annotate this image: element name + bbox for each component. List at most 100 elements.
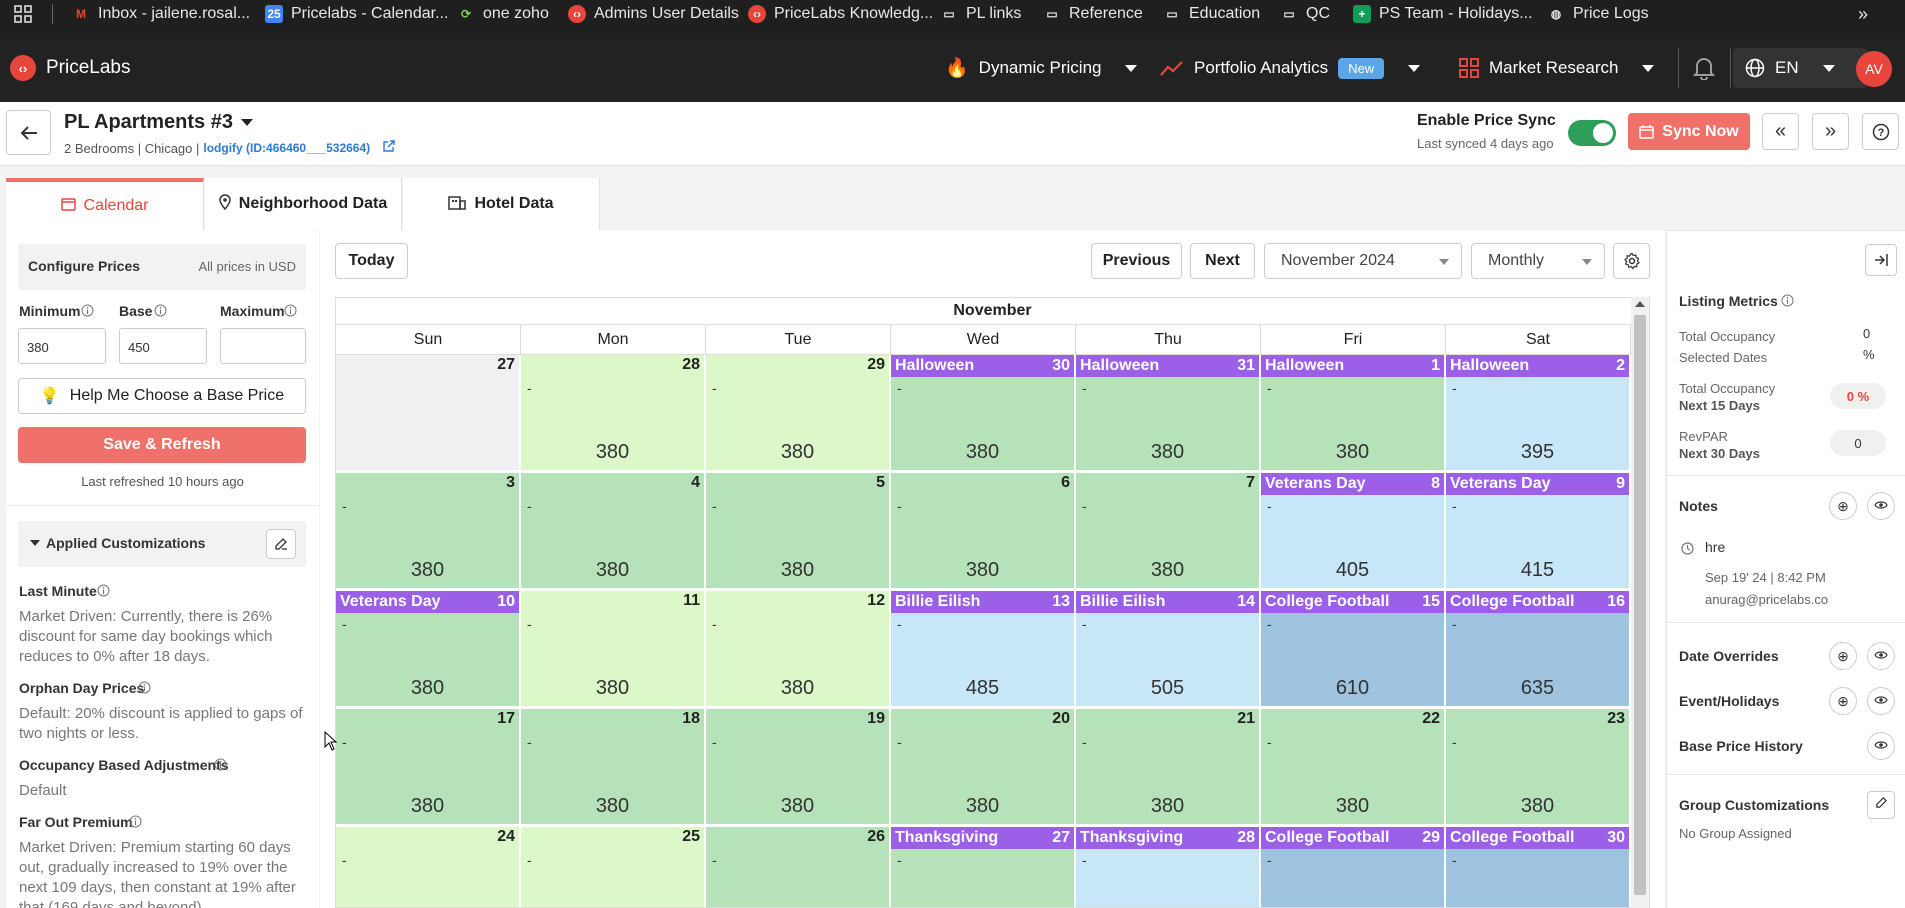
help-choose-base-price-button[interactable]: 💡 Help Me Choose a Base Price <box>18 378 306 414</box>
bookmark-item[interactable]: ▭ PL links <box>940 0 1021 28</box>
edit-customizations-button[interactable] <box>266 529 296 559</box>
calendar-day-cell[interactable]: 23 - 380 <box>1446 709 1631 826</box>
bookmark-item[interactable]: + PS Team - Holidays... <box>1353 0 1533 28</box>
bookmark-item[interactable]: 25 Pricelabs - Calendar... <box>265 0 448 28</box>
add-date-override-button[interactable]: ⊕ <box>1829 642 1857 670</box>
price-sync-toggle[interactable] <box>1568 120 1616 146</box>
view-notes-button[interactable] <box>1867 492 1895 520</box>
calendar-day-cell[interactable]: Halloween 31 - 380 <box>1076 355 1261 472</box>
event-banner[interactable]: Halloween 2 <box>1446 355 1629 377</box>
scrollbar-thumb[interactable] <box>1634 315 1646 895</box>
event-banner[interactable]: College Football 15 <box>1261 591 1444 613</box>
calendar-day-cell[interactable]: 20 - 380 <box>891 709 1076 826</box>
event-banner[interactable]: Thanksgiving 27 <box>891 827 1074 849</box>
calendar-day-cell[interactable]: 19 - 380 <box>706 709 891 826</box>
event-banner[interactable]: College Football 30 <box>1446 827 1629 849</box>
calendar-day-cell[interactable]: 17 - 380 <box>336 709 521 826</box>
base-price-input[interactable]: 450 <box>119 328 207 364</box>
calendar-settings-button[interactable] <box>1613 243 1650 279</box>
back-button[interactable] <box>6 110 51 155</box>
apps-grid-icon[interactable] <box>14 0 32 28</box>
calendar-day-cell[interactable]: 28 - 380 <box>521 355 706 472</box>
user-avatar[interactable]: AV <box>1856 51 1892 87</box>
calendar-day-cell[interactable]: 18 - 380 <box>521 709 706 826</box>
view-date-overrides-button[interactable] <box>1867 642 1895 670</box>
save-refresh-button[interactable]: Save & Refresh <box>18 427 306 463</box>
portfolio-analytics-menu[interactable]: Portfolio Analytics New <box>1160 34 1421 102</box>
sync-now-button[interactable]: Sync Now <box>1628 113 1750 150</box>
bookmark-item[interactable]: ‹› Admins User Details <box>568 0 739 28</box>
bookmark-item[interactable]: ▭ QC <box>1280 0 1330 28</box>
month-select[interactable]: November 2024 <box>1264 243 1462 279</box>
calendar-day-cell[interactable]: College Football 30 - <box>1446 827 1631 907</box>
add-note-button[interactable]: ⊕ <box>1829 492 1857 520</box>
bookmark-item[interactable]: M Inbox - jailene.rosal... <box>72 0 250 28</box>
collapse-right-button[interactable]: » <box>1812 113 1849 150</box>
calendar-day-cell[interactable]: 3 - 380 <box>336 473 521 590</box>
calendar-day-cell[interactable]: 11 - 380 <box>521 591 706 708</box>
calendar-day-cell[interactable]: 27 <box>336 355 521 472</box>
calendar-day-cell[interactable]: Veterans Day 8 - 405 <box>1261 473 1446 590</box>
edit-group-button[interactable] <box>1867 791 1895 819</box>
event-banner[interactable]: College Football 16 <box>1446 591 1629 613</box>
calendar-day-cell[interactable]: Thanksgiving 27 - <box>891 827 1076 907</box>
applied-customizations-header[interactable]: Applied Customizations <box>18 521 306 567</box>
language-selector[interactable]: EN <box>1733 48 1867 88</box>
view-select[interactable]: Monthly <box>1471 243 1605 279</box>
calendar-scrollbar[interactable] <box>1631 297 1649 908</box>
add-event-button[interactable]: ⊕ <box>1829 687 1857 715</box>
bookmark-item[interactable]: ‹› PriceLabs Knowledg... <box>748 0 933 28</box>
calendar-day-cell[interactable]: 12 - 380 <box>706 591 891 708</box>
event-banner[interactable]: Billie Eilish 13 <box>891 591 1074 613</box>
calendar-day-cell[interactable]: 24 - <box>336 827 521 907</box>
channel-link[interactable]: lodgify (ID:466460___532664) <box>203 141 371 155</box>
more-bookmarks-icon[interactable]: » <box>1858 3 1869 24</box>
view-events-button[interactable] <box>1867 687 1895 715</box>
calendar-day-cell[interactable]: 29 - 380 <box>706 355 891 472</box>
calendar-day-cell[interactable]: Thanksgiving 28 - <box>1076 827 1261 907</box>
calendar-day-cell[interactable]: Halloween 2 - 395 <box>1446 355 1631 472</box>
bookmark-item[interactable]: ⟳ one zoho <box>457 0 549 28</box>
calendar-day-cell[interactable]: Halloween 1 - 380 <box>1261 355 1446 472</box>
calendar-day-cell[interactable]: 4 - 380 <box>521 473 706 590</box>
calendar-day-cell[interactable]: College Football 16 - 635 <box>1446 591 1631 708</box>
bookmark-item[interactable]: ▭ Reference <box>1043 0 1143 28</box>
help-button[interactable]: ? <box>1862 113 1899 150</box>
event-banner[interactable]: Thanksgiving 28 <box>1076 827 1259 849</box>
view-base-price-history-button[interactable] <box>1867 732 1895 760</box>
bookmark-item[interactable]: ▭ Education <box>1163 0 1260 28</box>
event-banner[interactable]: Halloween 30 <box>891 355 1074 377</box>
previous-button[interactable]: Previous <box>1091 243 1182 279</box>
maximum-price-input[interactable] <box>220 328 306 364</box>
calendar-day-cell[interactable]: Veterans Day 10 - 380 <box>336 591 521 708</box>
tab-neighborhood-data[interactable]: Neighborhood Data <box>205 178 402 230</box>
external-link-icon[interactable] <box>382 140 395 156</box>
dynamic-pricing-menu[interactable]: 🔥 Dynamic Pricing <box>945 34 1138 102</box>
bookmark-item[interactable]: ◍ Price Logs <box>1547 0 1649 28</box>
calendar-day-cell[interactable]: 21 - 380 <box>1076 709 1261 826</box>
event-banner[interactable]: Halloween 1 <box>1261 355 1444 377</box>
calendar-day-cell[interactable]: 7 - 380 <box>1076 473 1261 590</box>
calendar-day-cell[interactable]: 5 - 380 <box>706 473 891 590</box>
event-banner[interactable]: Veterans Day 10 <box>336 591 519 613</box>
calendar-day-cell[interactable]: Billie Eilish 14 - 505 <box>1076 591 1261 708</box>
event-banner[interactable]: Veterans Day 9 <box>1446 473 1629 495</box>
event-banner[interactable]: College Football 29 <box>1261 827 1444 849</box>
calendar-day-cell[interactable]: Halloween 30 - 380 <box>891 355 1076 472</box>
listing-name-dropdown[interactable]: PL Apartments #3 <box>64 111 253 134</box>
calendar-day-cell[interactable]: College Football 29 - <box>1261 827 1446 907</box>
calendar-day-cell[interactable]: 25 - <box>521 827 706 907</box>
calendar-day-cell[interactable]: 26 - <box>706 827 891 907</box>
event-banner[interactable]: Halloween 31 <box>1076 355 1259 377</box>
collapse-left-button[interactable]: « <box>1762 113 1799 150</box>
collapse-panel-button[interactable] <box>1865 244 1897 276</box>
market-research-menu[interactable]: Market Research <box>1459 34 1655 102</box>
tab-hotel-data[interactable]: Hotel Data <box>403 178 600 230</box>
bell-icon[interactable] <box>1693 34 1715 102</box>
calendar-day-cell[interactable]: 6 - 380 <box>891 473 1076 590</box>
today-button[interactable]: Today <box>335 243 408 279</box>
minimum-price-input[interactable]: 380 <box>18 328 106 364</box>
calendar-day-cell[interactable]: Billie Eilish 13 - 485 <box>891 591 1076 708</box>
calendar-day-cell[interactable]: College Football 15 - 610 <box>1261 591 1446 708</box>
event-banner[interactable]: Billie Eilish 14 <box>1076 591 1259 613</box>
